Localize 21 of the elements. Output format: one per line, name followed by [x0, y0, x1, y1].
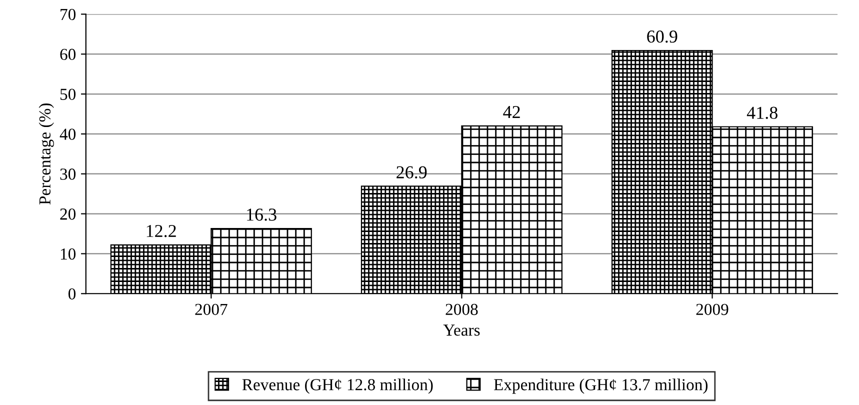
- data-label: 16.3: [247, 208, 276, 221]
- x-tick-label: 2007: [195, 304, 228, 316]
- x-axis-title: Years: [443, 324, 480, 336]
- y-tick-label: 10: [60, 248, 76, 260]
- y-tick-label: 40: [60, 128, 76, 140]
- data-label: 60.9: [647, 30, 678, 43]
- legend-label: Expenditure (GH¢ 13.7 million): [494, 378, 708, 394]
- x-tick-label: 2009: [696, 304, 728, 316]
- data-label: 12.2: [146, 224, 176, 238]
- y-tick-label: 30: [60, 168, 76, 180]
- data-label: 42: [503, 106, 520, 118]
- data-label: 41.8: [746, 106, 778, 119]
- y-tick-label: 70: [60, 8, 76, 20]
- y-tick-label: 20: [60, 208, 76, 220]
- x-tick-label: 2008: [446, 304, 478, 316]
- y-tick-label: 50: [60, 88, 76, 100]
- y-tick-label: 60: [60, 48, 76, 60]
- y-tick-label: 0: [68, 288, 76, 300]
- data-label: 26.9: [396, 166, 427, 178]
- y-axis-title: Percentage (%): [38, 104, 54, 205]
- legend-label: Revenue (GH¢ 12.8 million): [242, 378, 433, 394]
